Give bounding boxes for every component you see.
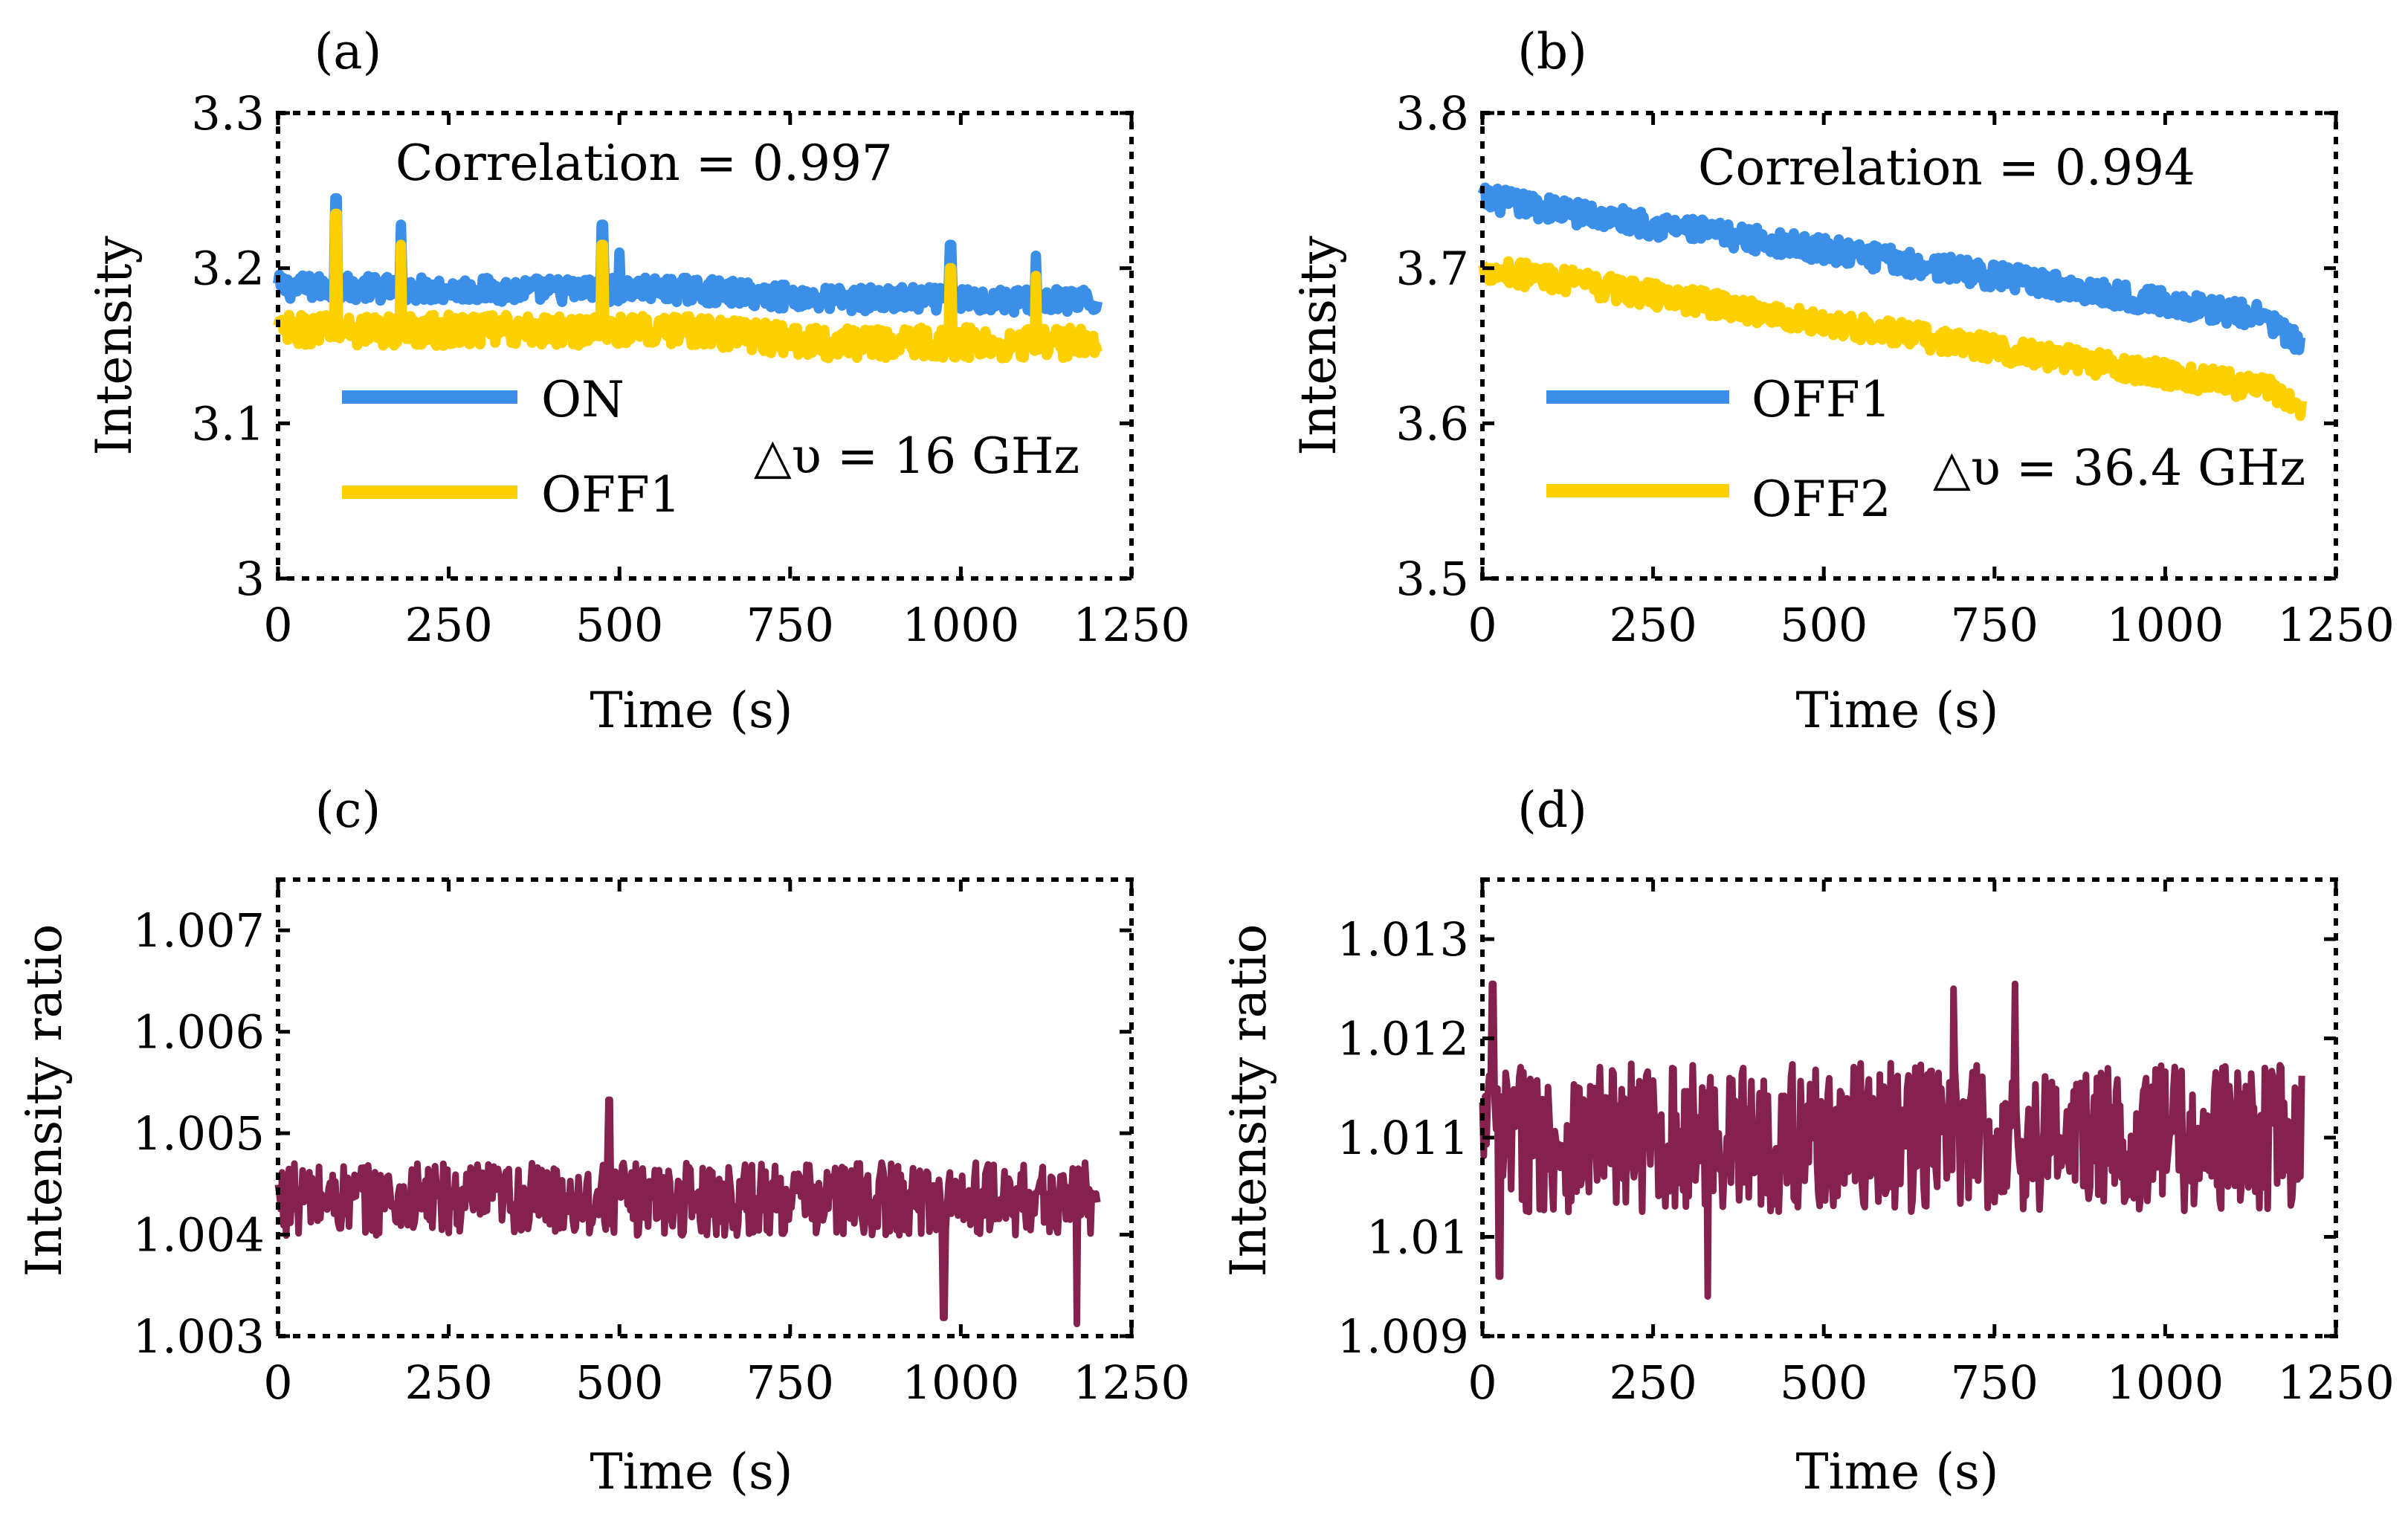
panel-d-xlabel: Time (s) xyxy=(1795,1443,1998,1500)
panel-a-xtick-label-4: 1000 xyxy=(903,598,1020,652)
panel-a: (a) 0 250 500 750 1000 1250 3 3.1 3.2 3.3 Time (… xyxy=(85,23,1190,739)
panel-b-ytick-label-0: 3.5 xyxy=(1395,552,1469,606)
panel-c-ticks xyxy=(276,880,1134,1338)
panel-b-label: (b) xyxy=(1517,23,1587,80)
panel-d-ytick-label-2: 1.011 xyxy=(1337,1111,1470,1165)
legend-label-off2-b: OFF2 xyxy=(1752,471,1891,528)
panel-c-xtick-label-3: 750 xyxy=(746,1355,834,1410)
panel-d-xtick-label-0: 0 xyxy=(1468,1355,1497,1410)
panel-a-frame xyxy=(276,111,1134,581)
panel-a-ticks xyxy=(276,111,1134,581)
panel-b-xlabel: Time (s) xyxy=(1795,682,1998,739)
panel-c-ytick-label-2: 1.005 xyxy=(133,1106,265,1161)
panel-b-ytick-label-2: 3.7 xyxy=(1395,242,1469,296)
panel-b-xtick-label-2: 500 xyxy=(1780,598,1868,652)
panel-c-ytick-label-4: 1.007 xyxy=(133,903,265,958)
panel-c-frame xyxy=(276,877,1134,1338)
panel-c-xtick-label-1: 250 xyxy=(404,1355,492,1410)
panel-b-ylabel: Intensity xyxy=(1290,236,1347,456)
panel-b-ytick-label-1: 3.6 xyxy=(1395,396,1469,451)
panel-c: (c) 0 250 500 750 1000 1250 1.0031.0041.0051.… xyxy=(16,781,1190,1500)
panel-b: (b) 0 250 500 750 1000 1250 3.5 3.6 3.7 3.8 Time… xyxy=(1290,23,2395,739)
panel-c-ylabel: Intensity ratio xyxy=(16,924,73,1277)
panel-b-series-off1 xyxy=(1477,182,2306,355)
panel-d-plot-area xyxy=(1479,980,2305,1300)
panel-a-xtick-label-3: 750 xyxy=(746,598,834,652)
panel-c-xtick-label-0: 0 xyxy=(263,1355,292,1410)
panel-d-label: (d) xyxy=(1517,781,1587,839)
panel-a-xlabel: Time (s) xyxy=(590,682,793,739)
panel-d-ytick-label-0: 1.009 xyxy=(1337,1309,1470,1364)
panel-d-ylabel: Intensity ratio xyxy=(1220,924,1277,1277)
panel-a-series-off1 xyxy=(273,208,1103,364)
panel-c-ytick-label-3: 1.006 xyxy=(133,1005,265,1060)
panel-d-xtick-label-4: 1000 xyxy=(2107,1355,2224,1410)
panel-a-ytick-label-3: 3.3 xyxy=(191,86,265,141)
panel-b-series-off2 xyxy=(1477,256,2308,422)
panel-c-ytick-label-0: 1.003 xyxy=(133,1309,265,1364)
panel-b-xtick-label-3: 750 xyxy=(1951,598,2039,652)
panel-c-xtick-label-2: 500 xyxy=(575,1355,663,1410)
panel-a-series-on xyxy=(273,193,1103,318)
panel-d: (d) 0 250 500 750 1000 1250 1.0091.011.0111.0… xyxy=(1220,781,2395,1500)
panel-a-y-ticklabels: 3 3.1 3.2 3.3 xyxy=(191,86,265,606)
panel-a-delta-nu: △υ = 16 GHz xyxy=(754,428,1079,485)
panel-a-correlation: Correlation = 0.997 xyxy=(396,135,893,192)
legend-label-off1-b: OFF1 xyxy=(1752,371,1891,428)
panel-a-xtick-label-2: 500 xyxy=(575,598,663,652)
panel-d-xtick-label-3: 750 xyxy=(1951,1355,2039,1410)
panel-b-ticks xyxy=(1480,111,2338,581)
panel-a-x-ticklabels: 0 250 500 750 1000 1250 xyxy=(263,598,1190,652)
panel-a-ytick-label-0: 3 xyxy=(236,552,265,606)
panel-a-plot-area xyxy=(273,193,1103,364)
panel-b-correlation: Correlation = 0.994 xyxy=(1698,139,2195,196)
panel-b-legend: OFF1 OFF2 xyxy=(1546,371,1891,528)
panel-d-x-ticklabels: 0 250 500 750 1000 1250 xyxy=(1468,1355,2395,1410)
legend-label-on: ON xyxy=(541,371,624,428)
panel-d-ytick-label-1: 1.01 xyxy=(1366,1210,1469,1265)
panel-d-xtick-label-5: 1250 xyxy=(2277,1355,2395,1410)
panel-a-xtick-label-5: 1250 xyxy=(1073,598,1190,652)
panel-c-series-ratio xyxy=(274,1096,1101,1328)
panel-b-xtick-label-0: 0 xyxy=(1468,598,1497,652)
panel-d-series-ratio xyxy=(1479,980,2305,1300)
panel-b-delta-nu: △υ = 36.4 GHz xyxy=(1933,439,2305,497)
panel-b-y-ticklabels: 3.5 3.6 3.7 3.8 xyxy=(1395,86,1469,606)
panel-c-label: (c) xyxy=(315,781,381,839)
panel-b-plot-area xyxy=(1477,182,2308,422)
panel-b-x-ticklabels: 0 250 500 750 1000 1250 xyxy=(1468,598,2395,652)
panel-a-legend: ON OFF1 xyxy=(342,371,681,523)
panel-c-y-ticklabels: 1.003 1.004 1.005 1.006 1.007 xyxy=(133,903,265,1364)
panel-d-ticks xyxy=(1480,880,2338,1338)
panel-a-ylabel: Intensity xyxy=(85,236,143,456)
panel-b-xtick-label-4: 1000 xyxy=(2107,598,2224,652)
legend-label-off1: OFF1 xyxy=(541,466,681,523)
panel-c-xtick-label-4: 1000 xyxy=(903,1355,1020,1410)
panel-a-ytick-label-1: 3.1 xyxy=(191,396,265,451)
panel-d-y-ticklabels: 1.009 1.01 1.011 1.012 1.013 xyxy=(1337,912,1470,1364)
panel-b-frame xyxy=(1480,111,2338,581)
panel-d-xtick-label-2: 500 xyxy=(1780,1355,1868,1410)
panel-c-xlabel: Time (s) xyxy=(590,1443,793,1500)
panel-c-plot-area xyxy=(274,1096,1101,1328)
panel-b-ytick-label-3: 3.8 xyxy=(1395,86,1469,141)
panel-c-x-ticklabels: 0 250 500 750 1000 1250 xyxy=(263,1355,1190,1410)
panel-a-xtick-label-0: 0 xyxy=(263,598,292,652)
panel-b-xtick-label-5: 1250 xyxy=(2277,598,2395,652)
panel-a-xtick-label-1: 250 xyxy=(404,598,492,652)
panel-a-ytick-label-2: 3.2 xyxy=(191,242,265,296)
panel-c-xtick-label-5: 1250 xyxy=(1073,1355,1190,1410)
panel-d-ytick-label-3: 1.012 xyxy=(1337,1012,1470,1066)
panel-a-label: (a) xyxy=(314,23,382,80)
panel-c-ytick-label-1: 1.004 xyxy=(133,1208,265,1263)
panel-d-xtick-label-1: 250 xyxy=(1609,1355,1697,1410)
panel-d-ytick-label-4: 1.013 xyxy=(1337,912,1470,967)
panel-b-xtick-label-1: 250 xyxy=(1609,598,1697,652)
